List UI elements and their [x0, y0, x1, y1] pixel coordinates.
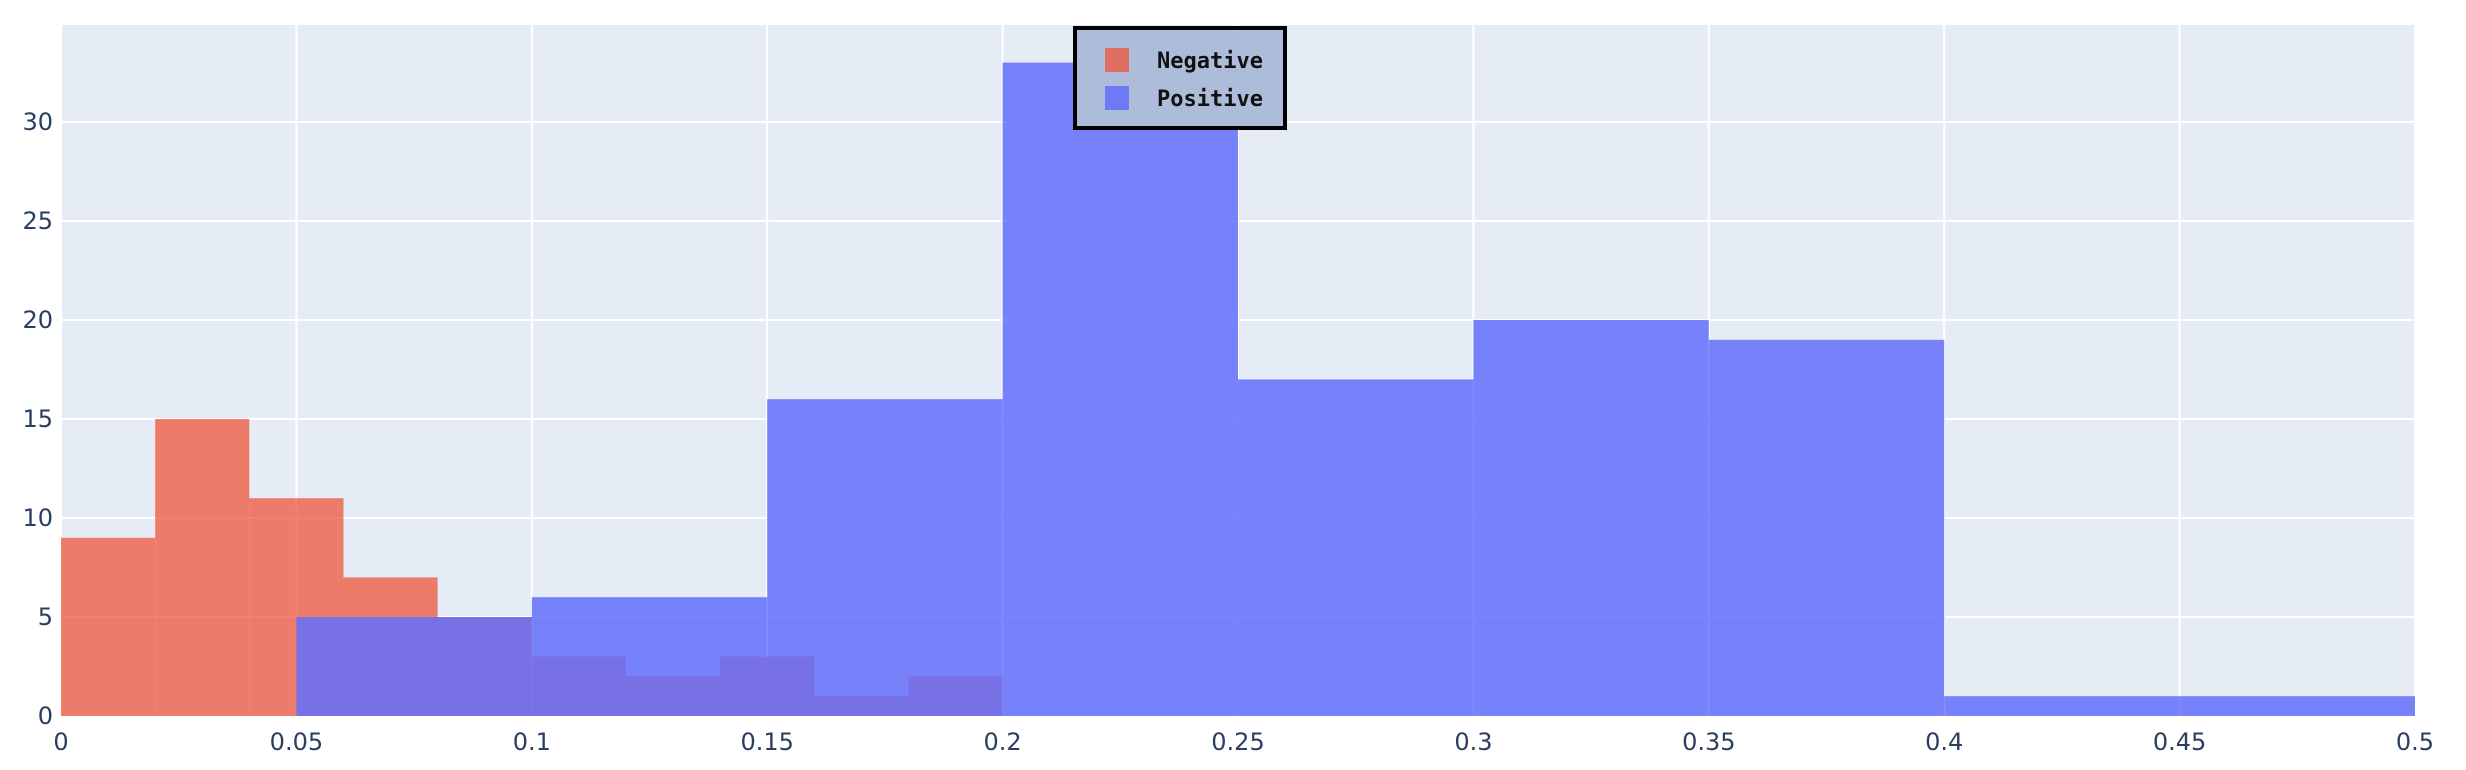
x-tick-label: 0.05: [270, 728, 323, 756]
positive-bar-4[interactable]: [1238, 379, 1474, 716]
x-axis-ticks: 0 0.05 0.1 0.15 0.2 0.25 0.3 0.35 0.4 0.45 0.5: [53, 728, 2434, 756]
x-tick-label: 0.3: [1454, 728, 1492, 756]
x-tick-label: 0.35: [1682, 728, 1735, 756]
y-tick-label: 5: [38, 603, 53, 631]
y-tick-label: 25: [22, 207, 53, 235]
negative-legend-label[interactable]: Negative: [1157, 49, 1263, 74]
positive-bar-0[interactable]: [296, 617, 532, 716]
y-tick-label: 0: [38, 702, 53, 730]
positive-legend-label[interactable]: Positive: [1157, 87, 1263, 112]
positive-bar-5[interactable]: [1473, 320, 1709, 716]
positive-bar-3[interactable]: [1002, 62, 1238, 717]
x-tick-label: 0.25: [1211, 728, 1264, 756]
x-tick-label: 0.45: [2153, 728, 2206, 756]
x-tick-label: 0.1: [513, 728, 551, 756]
positive-bar-2[interactable]: [767, 399, 1003, 716]
x-tick-label: 0: [53, 728, 68, 756]
positive-bar-7[interactable]: [1944, 696, 2180, 716]
positive-legend-swatch: [1105, 86, 1129, 110]
negative-bar-1[interactable]: [155, 419, 250, 716]
positive-bar-6[interactable]: [1708, 339, 1945, 716]
positive-bars: [296, 62, 2415, 717]
legend-box: [1073, 26, 1287, 130]
x-tick-label: 0.15: [740, 728, 793, 756]
x-tick-label: 0.2: [984, 728, 1022, 756]
y-tick-label: 20: [22, 306, 53, 334]
y-tick-label: 30: [22, 108, 53, 136]
negative-bar-0[interactable]: [61, 537, 156, 716]
legend[interactable]: Negative Positive: [1073, 26, 1287, 130]
y-tick-label: 15: [22, 405, 53, 433]
negative-legend-swatch: [1105, 48, 1129, 72]
y-tick-label: 10: [22, 504, 53, 532]
positive-bar-1[interactable]: [531, 597, 768, 716]
y-axis-ticks: 0 5 10 15 20 25 30: [22, 108, 53, 730]
x-tick-label: 0.4: [1925, 728, 1963, 756]
x-tick-label: 0.5: [2396, 728, 2434, 756]
positive-bar-8[interactable]: [2179, 696, 2415, 716]
